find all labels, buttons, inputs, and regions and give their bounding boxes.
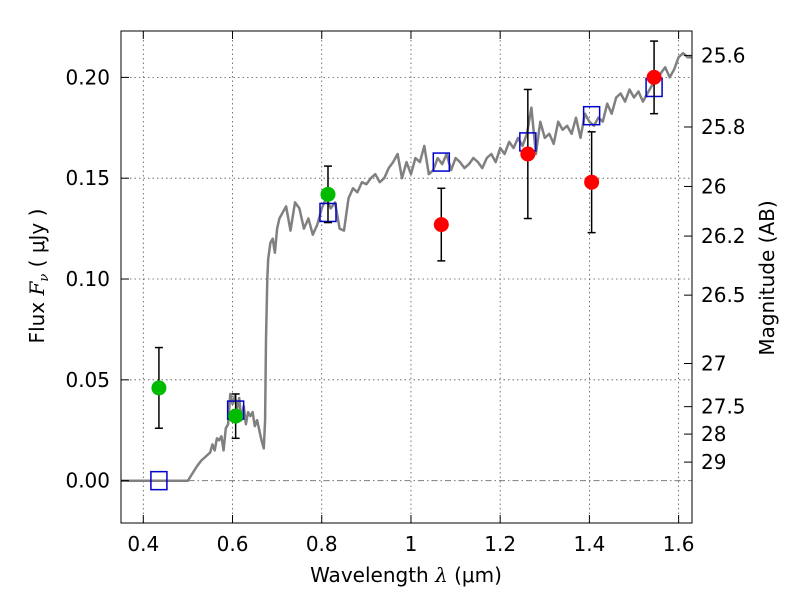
grid — [121, 31, 692, 523]
green-observation-point — [228, 408, 244, 424]
model-band-marker — [150, 470, 168, 491]
y2-tick-label: 27.5 — [701, 395, 746, 419]
x-tick-label: 0.6 — [217, 532, 249, 556]
y2-tick-label: 26 — [701, 174, 726, 198]
y2-tick-label: 25.8 — [701, 115, 746, 139]
red-observation-point — [433, 217, 449, 233]
y2-tick-label: 26.2 — [701, 224, 746, 248]
y-axis-label: Flux Fν ( μJy ) — [25, 209, 52, 344]
red-observation-point — [584, 174, 600, 190]
x-tick-label: 1 — [405, 532, 418, 556]
model-spectrum-layer — [121, 51, 692, 482]
y2-tick-label: 26.5 — [701, 283, 746, 307]
y-tick-label: 0.15 — [65, 166, 110, 190]
green-observation-point — [320, 186, 336, 202]
data-points-layer — [150, 40, 663, 491]
model-spectrum-line — [121, 51, 692, 482]
plot-frame — [120, 30, 693, 524]
x-tick-label: 1.2 — [484, 532, 516, 556]
y-tick-label: 0.20 — [65, 65, 110, 89]
y-tick-label: 0.10 — [65, 267, 110, 291]
x-tick-label: 0.8 — [306, 532, 338, 556]
y2-tick-label: 28 — [701, 422, 726, 446]
x-tick-label: 0.4 — [127, 532, 159, 556]
y-tick-label: 0.00 — [65, 469, 110, 493]
y2-tick-label: 25.6 — [701, 43, 746, 67]
red-observation-point — [646, 69, 662, 85]
y2-tick-label: 29 — [701, 450, 726, 474]
y2-axis-label: Magnitude (AB) — [755, 200, 779, 355]
green-observation-point — [151, 380, 167, 396]
y-tick-label: 0.05 — [65, 368, 110, 392]
model-band-marker — [432, 152, 451, 172]
x-tick-label: 1.6 — [663, 532, 695, 556]
y2-tick-label: 27 — [701, 352, 726, 376]
red-observation-point — [520, 146, 536, 162]
x-tick-label: 1.4 — [573, 532, 605, 556]
x-axis-label: Wavelength λ (μm) — [310, 563, 502, 587]
ticks-layer: 0.4 0.6 0.8 1 1.2 1.4 1.6 0.00 0.05 0.10 0.15 0.20 2… — [65, 31, 746, 556]
model-band-marker — [582, 105, 601, 126]
